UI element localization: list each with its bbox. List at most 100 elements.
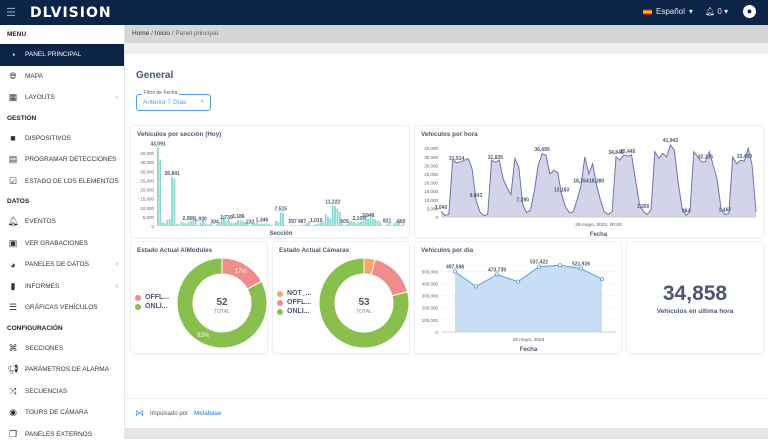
data-label: 487	[298, 219, 307, 225]
bar	[174, 179, 176, 226]
sidebar-item-label: PANELES DE DATOS	[25, 261, 89, 268]
sidebar-item-label: MAPA	[25, 73, 43, 80]
bar	[242, 221, 244, 226]
legend-dot	[135, 295, 141, 301]
chevron-left-icon: ‹	[116, 283, 118, 290]
sidebar-item-ver-grabaciones[interactable]: ▣VER GRABACIONES	[0, 233, 124, 255]
legend-item[interactable]: ONLI...	[277, 308, 312, 315]
bar	[379, 221, 381, 226]
sidebar-item-programar-detecciones[interactable]: ▤PROGRAMAR DETECCIONES	[0, 149, 124, 171]
sidebar-item-eventos[interactable]: 🔔︎EVENTOS	[0, 211, 124, 233]
bar	[360, 221, 362, 226]
data-label: 597	[288, 219, 297, 225]
legend: NOT_... OFFL... ONLI...	[277, 290, 312, 317]
bar	[207, 225, 209, 226]
metabase-link[interactable]: Metabase	[194, 411, 221, 417]
x-axis-label: Fecha	[520, 347, 538, 353]
x-tick-label: 29 mayo, 2023, 00:00	[575, 222, 622, 228]
sidebar-item-gr-ficas-veh-culos[interactable]: ☰GRÁFICAS VEHÍCULOS	[0, 297, 124, 319]
sidebar-item-estado-de-los-elementos[interactable]: ☑ESTADO DE LOS ELEMENTOS	[0, 171, 124, 193]
bar	[362, 221, 364, 226]
sidebar-item-layouts[interactable]: ▦LAYOUTS‹	[0, 87, 124, 109]
bar	[162, 222, 164, 226]
chevron-left-icon: ‹	[116, 261, 118, 268]
sidebar-item-informes[interactable]: ▮INFORMES‹	[0, 276, 124, 298]
bar	[237, 220, 239, 226]
bar	[400, 225, 402, 226]
card-title: Vehiculos por día	[421, 247, 473, 254]
sidebar-item-tours-de-c-mara[interactable]: ◉TOURS DE CÁMARA	[0, 402, 124, 424]
gauge-icon: ◕	[7, 260, 19, 270]
data-label: 18,380	[589, 178, 605, 184]
legend-item[interactable]: OFFL...	[277, 299, 312, 306]
legend-item[interactable]: NOT_...	[277, 290, 312, 297]
data-label: 3,186	[232, 214, 245, 220]
bar	[228, 219, 230, 226]
data-label: 36,695	[534, 147, 550, 153]
data-label: 11,222	[325, 200, 340, 206]
sidebar-item-secciones[interactable]: ⌘SECCIONES	[0, 338, 124, 360]
sidebar-item-paneles-de-datos[interactable]: ◕ PANELES DE DATOS ‹	[0, 254, 124, 276]
bar	[251, 223, 253, 226]
bar	[306, 223, 308, 226]
bar	[393, 223, 395, 226]
bar	[355, 223, 357, 226]
data-label: 43,091	[150, 141, 166, 147]
y-tick-label: 30,000	[424, 163, 438, 168]
sidebar-item-dispositivos[interactable]: ■DISPOSITIVOS	[0, 128, 124, 150]
sidebar-item-secuencias[interactable]: ⤨SECUENCIAS	[0, 381, 124, 403]
bar	[344, 225, 346, 226]
y-tick-label: 0	[151, 224, 154, 229]
bar	[299, 225, 301, 226]
y-tick-label: 200,000	[422, 306, 439, 311]
language-selector[interactable]: Español▾	[643, 7, 693, 16]
sidebar-section-title: DATOS	[0, 192, 124, 211]
hourly-area-chart: 05,00010,00015,00020,00025,00030,00035,0…	[415, 126, 765, 239]
legend-item[interactable]: OFFL...	[135, 294, 169, 301]
bar	[315, 224, 317, 226]
bar	[353, 222, 355, 226]
user-circle-icon[interactable]: ●	[743, 5, 756, 18]
data-label: 32,135	[698, 155, 714, 161]
y-tick-label: 10,000	[424, 198, 438, 203]
bar	[381, 225, 383, 226]
breadcrumb-inicio[interactable]: Inicio	[155, 30, 170, 37]
bar	[197, 225, 199, 226]
sidebar-item-label: GRÁFICAS VEHÍCULOS	[25, 304, 98, 311]
sidebar-item-label: SECUENCIAS	[25, 388, 67, 395]
megaphone-icon: 📢︎	[7, 364, 19, 375]
bar	[202, 221, 204, 226]
chevron-left-icon: ‹	[116, 94, 118, 101]
close-icon[interactable]: ×	[200, 98, 204, 105]
bar	[322, 221, 324, 226]
data-point	[474, 285, 477, 288]
hamburger-icon[interactable]: ☰	[6, 6, 16, 19]
sidebar-item-panel-principal[interactable]: ◔PANEL PRINCIPAL	[0, 44, 124, 66]
data-point	[516, 280, 519, 283]
breadcrumb-home[interactable]: Home	[132, 30, 149, 37]
bottom-bar	[125, 428, 768, 439]
y-tick-label: 20,000	[140, 188, 154, 193]
breadcrumb-current: Panel principal	[175, 30, 218, 37]
bar	[275, 221, 277, 226]
date-filter-label: Filtro de Fecha	[142, 90, 179, 96]
sidebar-item-paneles-externos[interactable]: ❐PANELES EXTERNOS	[0, 424, 124, 445]
y-tick-label: 20,000	[424, 181, 438, 186]
sidebar-item-mapa[interactable]: 🌐︎MAPA	[0, 66, 124, 88]
bar	[301, 225, 303, 226]
bar	[157, 147, 159, 226]
legend-item[interactable]: ONLI...	[135, 303, 169, 310]
donut-total: 52	[216, 297, 228, 308]
card-title: Vehiculos por hora	[421, 131, 478, 138]
data-label: 1,467	[719, 207, 732, 213]
bar	[374, 220, 376, 226]
notifications-button[interactable]: 🔔︎ 0 ▾	[705, 7, 728, 16]
sidebar-item-par-metros-de-alarma[interactable]: 📢︎PARÁMETROS DE ALARMA	[0, 359, 124, 381]
legend: OFFL... ONLI...	[135, 294, 169, 312]
brand-logo[interactable]: DLVISION	[30, 5, 112, 21]
legend-label: NOT_...	[287, 290, 312, 297]
data-label: 13,183	[554, 187, 570, 193]
